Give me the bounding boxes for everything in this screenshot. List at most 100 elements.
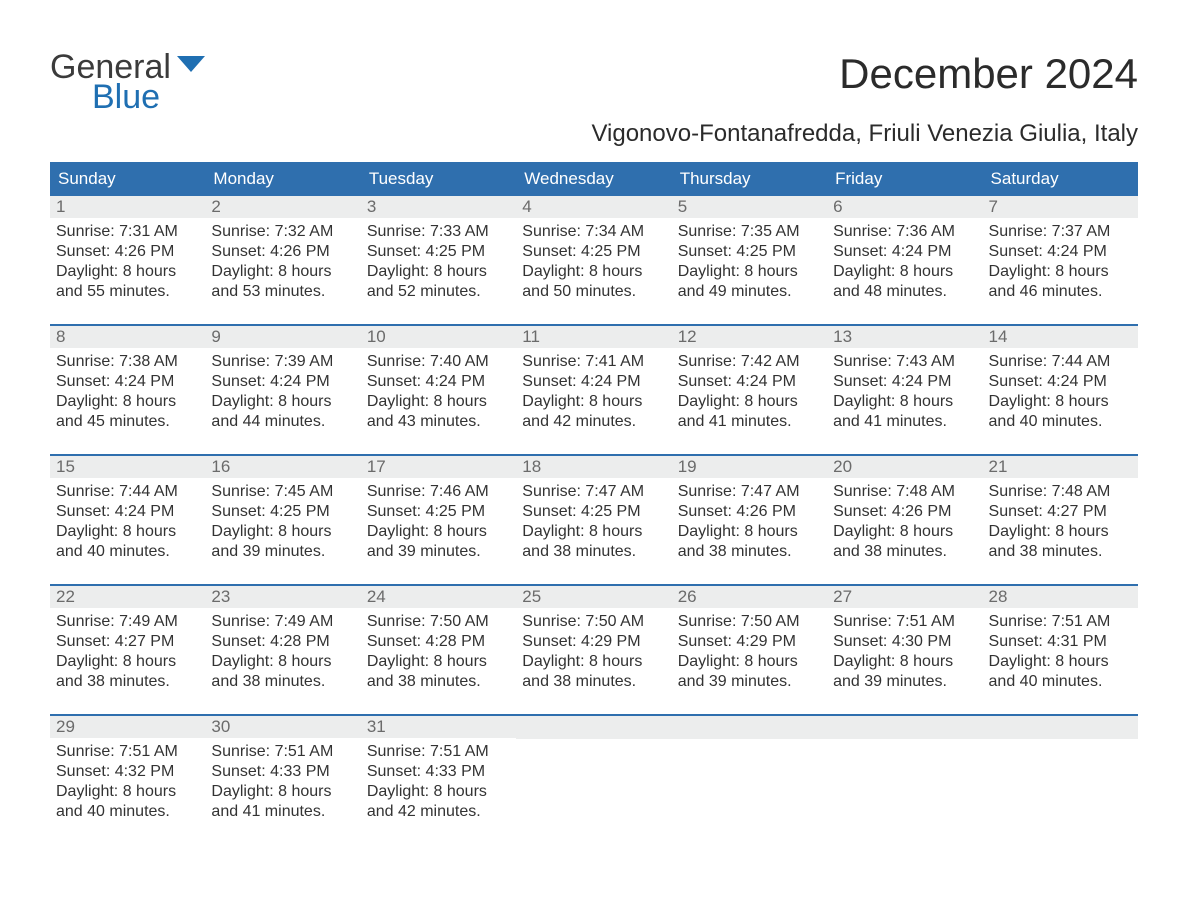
cell-body: Sunrise: 7:33 AMSunset: 4:25 PMDaylight:…: [361, 218, 516, 310]
daylight-line: Daylight: 8 hours: [678, 262, 821, 282]
day-number: 4: [516, 196, 671, 218]
calendar-cell: 2Sunrise: 7:32 AMSunset: 4:26 PMDaylight…: [205, 196, 360, 310]
calendar-cell: 9Sunrise: 7:39 AMSunset: 4:24 PMDaylight…: [205, 326, 360, 440]
sunrise-line: Sunrise: 7:50 AM: [678, 612, 821, 632]
daylight-line: Daylight: 8 hours: [367, 262, 510, 282]
day-number: 21: [983, 456, 1138, 478]
week-row: 8Sunrise: 7:38 AMSunset: 4:24 PMDaylight…: [50, 324, 1138, 440]
daylight-line: and 50 minutes.: [522, 282, 665, 302]
sunrise-line: Sunrise: 7:51 AM: [367, 742, 510, 762]
daylight-line: and 41 minutes.: [678, 412, 821, 432]
daylight-line: and 38 minutes.: [989, 542, 1132, 562]
daylight-line: and 53 minutes.: [211, 282, 354, 302]
cell-body: Sunrise: 7:35 AMSunset: 4:25 PMDaylight:…: [672, 218, 827, 310]
cell-body: Sunrise: 7:50 AMSunset: 4:29 PMDaylight:…: [672, 608, 827, 700]
day-number: 25: [516, 586, 671, 608]
calendar-cell: 10Sunrise: 7:40 AMSunset: 4:24 PMDayligh…: [361, 326, 516, 440]
daylight-line: and 42 minutes.: [522, 412, 665, 432]
daylight-line: Daylight: 8 hours: [989, 392, 1132, 412]
daylight-line: and 52 minutes.: [367, 282, 510, 302]
cell-body: Sunrise: 7:49 AMSunset: 4:27 PMDaylight:…: [50, 608, 205, 700]
sunrise-line: Sunrise: 7:48 AM: [833, 482, 976, 502]
cell-body: Sunrise: 7:46 AMSunset: 4:25 PMDaylight:…: [361, 478, 516, 570]
daylight-line: Daylight: 8 hours: [211, 392, 354, 412]
calendar-cell: 1Sunrise: 7:31 AMSunset: 4:26 PMDaylight…: [50, 196, 205, 310]
sunset-line: Sunset: 4:28 PM: [211, 632, 354, 652]
daylight-line: Daylight: 8 hours: [367, 782, 510, 802]
sunset-line: Sunset: 4:24 PM: [367, 372, 510, 392]
sunset-line: Sunset: 4:24 PM: [833, 242, 976, 262]
calendar-cell: 6Sunrise: 7:36 AMSunset: 4:24 PMDaylight…: [827, 196, 982, 310]
day-number: 12: [672, 326, 827, 348]
sunrise-line: Sunrise: 7:31 AM: [56, 222, 199, 242]
cell-body: Sunrise: 7:51 AMSunset: 4:30 PMDaylight:…: [827, 608, 982, 700]
sunrise-line: Sunrise: 7:45 AM: [211, 482, 354, 502]
cell-body: Sunrise: 7:50 AMSunset: 4:28 PMDaylight:…: [361, 608, 516, 700]
day-number: 20: [827, 456, 982, 478]
cell-body: Sunrise: 7:42 AMSunset: 4:24 PMDaylight:…: [672, 348, 827, 440]
daylight-line: Daylight: 8 hours: [989, 522, 1132, 542]
sunrise-line: Sunrise: 7:35 AM: [678, 222, 821, 242]
sunrise-line: Sunrise: 7:50 AM: [522, 612, 665, 632]
daylight-line: Daylight: 8 hours: [678, 522, 821, 542]
daylight-line: and 38 minutes.: [56, 672, 199, 692]
sunrise-line: Sunrise: 7:50 AM: [367, 612, 510, 632]
calendar-cell: [672, 716, 827, 830]
flag-icon: [177, 56, 205, 83]
sunset-line: Sunset: 4:27 PM: [989, 502, 1132, 522]
daylight-line: Daylight: 8 hours: [56, 392, 199, 412]
calendar-cell: 4Sunrise: 7:34 AMSunset: 4:25 PMDaylight…: [516, 196, 671, 310]
day-number: 7: [983, 196, 1138, 218]
sunset-line: Sunset: 4:25 PM: [522, 242, 665, 262]
sunset-line: Sunset: 4:27 PM: [56, 632, 199, 652]
day-number: 13: [827, 326, 982, 348]
sunset-line: Sunset: 4:24 PM: [989, 372, 1132, 392]
daylight-line: Daylight: 8 hours: [833, 262, 976, 282]
cell-body: Sunrise: 7:37 AMSunset: 4:24 PMDaylight:…: [983, 218, 1138, 310]
daylight-line: Daylight: 8 hours: [211, 652, 354, 672]
cell-body: Sunrise: 7:51 AMSunset: 4:31 PMDaylight:…: [983, 608, 1138, 700]
daylight-line: Daylight: 8 hours: [522, 392, 665, 412]
sunset-line: Sunset: 4:33 PM: [367, 762, 510, 782]
calendar-cell: 26Sunrise: 7:50 AMSunset: 4:29 PMDayligh…: [672, 586, 827, 700]
sunrise-line: Sunrise: 7:44 AM: [989, 352, 1132, 372]
daylight-line: and 45 minutes.: [56, 412, 199, 432]
daylight-line: and 38 minutes.: [522, 672, 665, 692]
daylight-line: Daylight: 8 hours: [678, 652, 821, 672]
day-header: Friday: [827, 162, 982, 196]
sunrise-line: Sunrise: 7:51 AM: [211, 742, 354, 762]
cell-body: Sunrise: 7:34 AMSunset: 4:25 PMDaylight:…: [516, 218, 671, 310]
calendar-cell: 25Sunrise: 7:50 AMSunset: 4:29 PMDayligh…: [516, 586, 671, 700]
day-number: 30: [205, 716, 360, 738]
calendar-cell: 15Sunrise: 7:44 AMSunset: 4:24 PMDayligh…: [50, 456, 205, 570]
sunset-line: Sunset: 4:24 PM: [56, 502, 199, 522]
day-number: 22: [50, 586, 205, 608]
sunset-line: Sunset: 4:29 PM: [678, 632, 821, 652]
week-row: 1Sunrise: 7:31 AMSunset: 4:26 PMDaylight…: [50, 196, 1138, 310]
daylight-line: Daylight: 8 hours: [989, 652, 1132, 672]
day-number: 24: [361, 586, 516, 608]
daylight-line: and 44 minutes.: [211, 412, 354, 432]
daylight-line: Daylight: 8 hours: [833, 392, 976, 412]
calendar: SundayMondayTuesdayWednesdayThursdayFrid…: [50, 162, 1138, 830]
daylight-line: and 40 minutes.: [56, 542, 199, 562]
sunset-line: Sunset: 4:26 PM: [678, 502, 821, 522]
day-header: Thursday: [672, 162, 827, 196]
day-number: [672, 716, 827, 739]
calendar-cell: 18Sunrise: 7:47 AMSunset: 4:25 PMDayligh…: [516, 456, 671, 570]
daylight-line: Daylight: 8 hours: [56, 652, 199, 672]
sunset-line: Sunset: 4:24 PM: [522, 372, 665, 392]
calendar-cell: 24Sunrise: 7:50 AMSunset: 4:28 PMDayligh…: [361, 586, 516, 700]
daylight-line: Daylight: 8 hours: [211, 782, 354, 802]
daylight-line: Daylight: 8 hours: [989, 262, 1132, 282]
day-number: 19: [672, 456, 827, 478]
sunset-line: Sunset: 4:25 PM: [367, 502, 510, 522]
sunrise-line: Sunrise: 7:51 AM: [56, 742, 199, 762]
sunrise-line: Sunrise: 7:43 AM: [833, 352, 976, 372]
calendar-cell: 13Sunrise: 7:43 AMSunset: 4:24 PMDayligh…: [827, 326, 982, 440]
daylight-line: Daylight: 8 hours: [367, 652, 510, 672]
calendar-cell: 29Sunrise: 7:51 AMSunset: 4:32 PMDayligh…: [50, 716, 205, 830]
day-number: 9: [205, 326, 360, 348]
sunset-line: Sunset: 4:25 PM: [211, 502, 354, 522]
cell-body: Sunrise: 7:47 AMSunset: 4:25 PMDaylight:…: [516, 478, 671, 570]
